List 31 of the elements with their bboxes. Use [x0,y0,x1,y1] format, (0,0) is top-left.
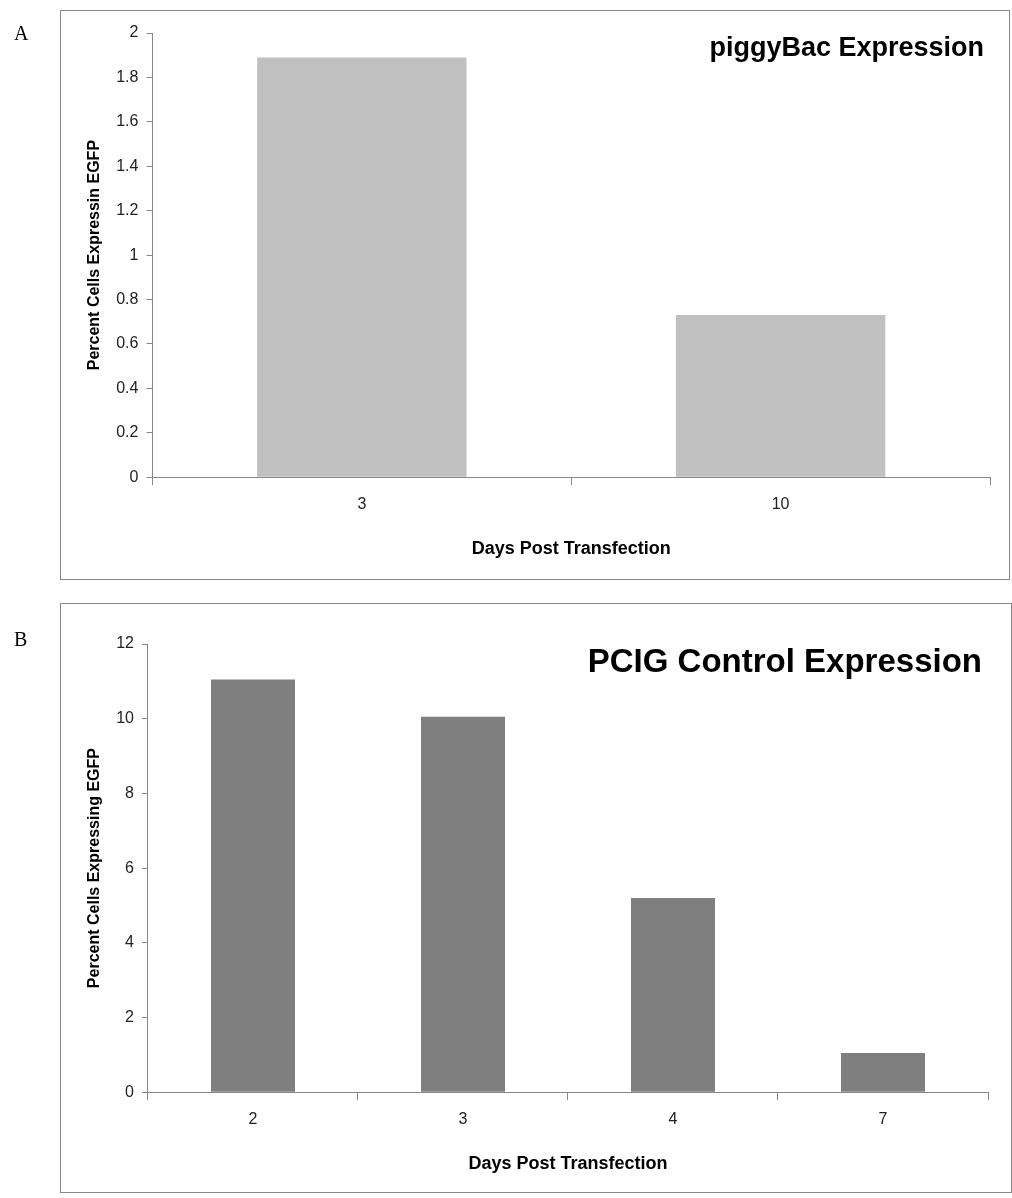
y-axis-title: Percent Cells Expressin EGFP [85,139,103,371]
x-tick-label: 3 [458,1110,468,1128]
x-axis-title: Days Post Transfection [471,538,671,559]
x-tick-label: 4 [668,1110,678,1128]
y-tick-label: 2 [129,23,139,41]
x-axis-title: Days Post Transfection [468,1153,668,1174]
text: B [14,628,28,651]
y-tick-label: 0.4 [116,378,139,396]
y-axis-title: Percent Cells Expressing EGFP [85,747,103,989]
y-tick-label: 0.8 [116,289,139,307]
y-tick-label: 1.8 [116,67,139,85]
y-tick-label: 1.2 [116,201,139,219]
x-tick-label: 2 [248,1110,258,1128]
y-tick-label: 10 [116,709,135,727]
y-tick-label: 1 [129,245,139,263]
y-tick-label: 1.4 [116,156,139,174]
chart-title: piggyBac Expression [709,31,984,62]
y-tick-label: 0.2 [116,423,139,441]
y-tick-label: 4 [125,933,135,951]
y-tick-label: 12 [116,634,135,652]
y-tick-label: 0 [125,1082,135,1100]
x-tick-label: 3 [357,495,367,513]
y-tick-label: 0.6 [116,334,139,352]
text: A [14,22,29,45]
x-tick-label: 7 [878,1110,888,1128]
y-tick-label: 8 [125,783,135,801]
y-tick-label: 2 [125,1007,135,1025]
y-tick-label: 6 [125,858,135,876]
chart-title: PCIG Control Expression [587,641,982,679]
y-tick-label: 0 [129,467,139,485]
y-tick-label: 1.6 [116,112,139,130]
